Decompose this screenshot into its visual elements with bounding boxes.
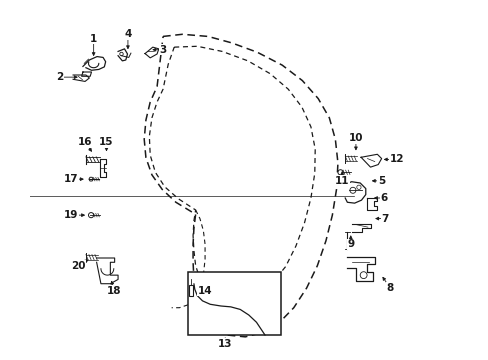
Text: 6: 6 [379,193,386,203]
Text: 15: 15 [99,137,114,147]
Bar [187,272,281,335]
Bar [188,285,193,296]
Text: 13: 13 [218,339,232,349]
Text: 3: 3 [159,45,166,55]
Text: 20: 20 [71,261,85,271]
Text: 1: 1 [90,33,97,44]
Text: 17: 17 [63,174,78,184]
Text: 11: 11 [334,176,349,186]
Text: 8: 8 [386,283,393,293]
Text: 12: 12 [388,154,403,165]
Text: 18: 18 [106,285,121,296]
Text: 16: 16 [78,137,92,147]
Text: 10: 10 [348,133,363,143]
Text: 2: 2 [56,72,63,82]
Text: 4: 4 [124,29,131,39]
Text: 7: 7 [381,213,388,224]
Text: 14: 14 [197,285,212,296]
Text: 5: 5 [377,176,385,186]
Text: 9: 9 [346,239,354,249]
Text: 19: 19 [63,210,78,220]
